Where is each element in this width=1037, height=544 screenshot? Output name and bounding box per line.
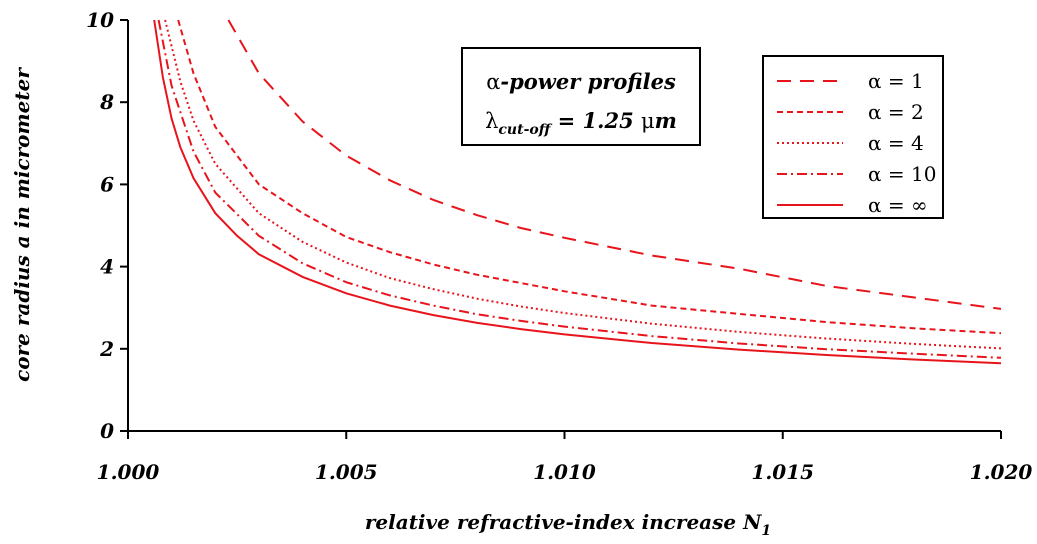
y-axis-title: core radius a in micrometer — [10, 67, 34, 382]
series-line-3 — [164, 19, 1002, 350]
series-line-5 — [153, 19, 1002, 365]
alpha-symbol: α — [486, 70, 500, 94]
x-tick-label: 1.020 — [970, 460, 1033, 484]
legend-label-5: α = ∞ — [868, 193, 928, 217]
y-tick-label: 6 — [100, 172, 114, 196]
legend-label-4: α = 10 — [868, 162, 936, 186]
series-line-2 — [177, 19, 1002, 335]
x-tick-label: 1.010 — [533, 460, 596, 484]
unit-m: m — [655, 108, 677, 133]
lambda-symbol: λ — [485, 109, 498, 133]
y-tick-label: 2 — [99, 337, 114, 361]
cutoff-subscript: cut-off — [498, 122, 552, 138]
x-axis-title: relative refractive-index increase N1 — [365, 510, 771, 539]
annotation-profile-text: -power profiles — [500, 69, 676, 94]
legend-label-1: α = 1 — [868, 69, 924, 93]
x-axis-title-subscript: 1 — [761, 523, 771, 539]
legend-label-2: α = 2 — [868, 100, 924, 124]
series-line-1 — [227, 19, 1002, 310]
annotation-line-1: α-power profiles — [486, 69, 676, 94]
legend-frame — [762, 55, 944, 219]
cutoff-value: = 1.25 — [550, 108, 641, 133]
mu-symbol: μ — [641, 109, 655, 133]
legend-label-3: α = 4 — [868, 131, 924, 155]
x-tick-label: 1.015 — [751, 460, 814, 484]
x-tick-label: 1.005 — [315, 460, 378, 484]
legend: α = 1 α = 2 α = 4 α = 10 α = ∞ — [762, 55, 944, 219]
annotation-frame — [461, 47, 701, 146]
annotation-line-2: λcut-off = 1.25 μm — [485, 108, 677, 138]
y-tick-label: 10 — [86, 8, 114, 32]
annotation-box: α-power profiles λcut-off = 1.25 μm — [461, 47, 701, 146]
y-tick-label: 8 — [99, 90, 114, 114]
y-tick-label: 0 — [100, 419, 114, 443]
series-line-4 — [157, 19, 1002, 359]
y-tick-label: 4 — [100, 255, 114, 279]
series-layer — [153, 19, 1002, 365]
x-tick-label: 1.000 — [97, 460, 160, 484]
ticks: 0 2 4 6 8 10 1.000 1.005 1.010 1.015 1.020 — [86, 8, 1032, 484]
